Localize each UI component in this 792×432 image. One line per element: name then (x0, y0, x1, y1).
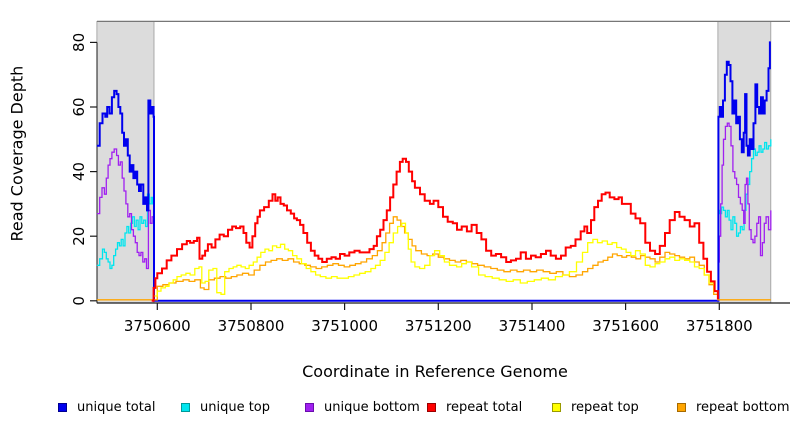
y-tick-label: 80 (70, 33, 88, 52)
legend-label: repeat top (571, 399, 639, 415)
x-tick-label: 3751400 (499, 317, 566, 335)
y-axis-title: Read Coverage Depth (7, 65, 27, 242)
shaded-region (96, 20, 155, 304)
series-line-repeat-total (151, 157, 719, 302)
legend-swatch-icon (58, 402, 67, 412)
y-tick-label: 0 (70, 296, 88, 306)
legend-item-unique-total: unique total (58, 398, 155, 416)
legend-label: unique bottom (324, 399, 420, 415)
legend-item-repeat-total: repeat total (427, 398, 522, 416)
legend: unique total unique top unique bottom repea… (0, 398, 792, 418)
legend-label: unique top (200, 399, 271, 415)
y-tick-label: 20 (70, 227, 88, 246)
y-tick-label: 60 (70, 97, 88, 116)
legend-swatch-icon (427, 402, 436, 412)
legend-item-unique-bottom: unique bottom (305, 398, 420, 416)
legend-swatch-icon (181, 402, 190, 412)
legend-item-repeat-top: repeat top (552, 398, 639, 416)
series-line-repeat-top (154, 222, 719, 298)
series-line-unique-bottom (96, 122, 772, 302)
legend-label: unique total (77, 399, 156, 415)
legend-swatch-icon (305, 402, 314, 412)
legend-item-unique-top: unique top (181, 398, 270, 416)
series-line-unique-total (96, 41, 771, 302)
legend-item-repeat-bottom: repeat bottom (677, 398, 790, 416)
legend-swatch-icon (677, 402, 686, 412)
x-axis-title: Coordinate in Reference Genome (302, 362, 568, 381)
legend-label: repeat total (446, 399, 523, 415)
x-tick-label: 3751000 (311, 317, 378, 335)
x-tick-label: 3751600 (592, 317, 659, 335)
y-tick-label: 40 (70, 162, 88, 181)
x-tick-label: 3751800 (686, 317, 753, 335)
x-tick-label: 3751200 (405, 317, 472, 335)
legend-swatch-icon (552, 402, 561, 412)
legend-label: repeat bottom (696, 399, 790, 415)
x-tick-label: 3750800 (218, 317, 285, 335)
x-tick-label: 3750600 (124, 317, 191, 335)
